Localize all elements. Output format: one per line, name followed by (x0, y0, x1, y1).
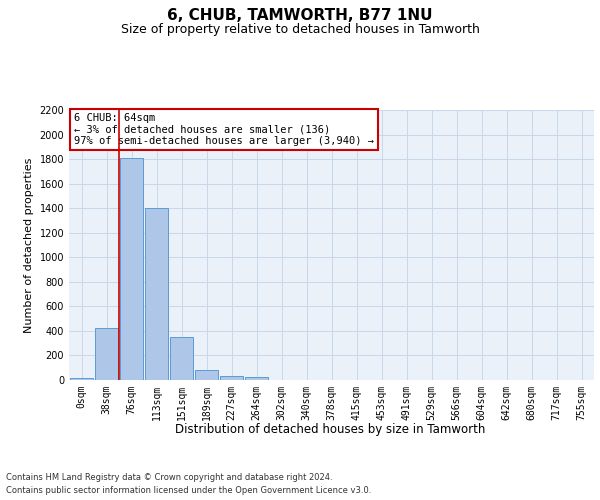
Bar (245, 377, 268, 380)
Text: 6 CHUB: 64sqm
← 3% of detached houses are smaller (136)
97% of semi-detached hou: 6 CHUB: 64sqm ← 3% of detached houses ar… (74, 112, 374, 146)
Text: 6, CHUB, TAMWORTH, B77 1NU: 6, CHUB, TAMWORTH, B77 1NU (167, 8, 433, 22)
Y-axis label: Number of detached properties: Number of detached properties (24, 158, 34, 332)
Bar (170, 337, 193, 380)
Bar (70, 378, 93, 380)
Bar (120, 158, 143, 380)
Text: Size of property relative to detached houses in Tamworth: Size of property relative to detached ho… (121, 22, 479, 36)
Bar (195, 370, 218, 380)
Bar (95, 328, 118, 380)
Bar (145, 208, 168, 380)
Bar (220, 376, 243, 380)
Text: Contains public sector information licensed under the Open Government Licence v3: Contains public sector information licen… (6, 486, 371, 495)
Text: Distribution of detached houses by size in Tamworth: Distribution of detached houses by size … (175, 422, 485, 436)
Text: Contains HM Land Registry data © Crown copyright and database right 2024.: Contains HM Land Registry data © Crown c… (6, 472, 332, 482)
